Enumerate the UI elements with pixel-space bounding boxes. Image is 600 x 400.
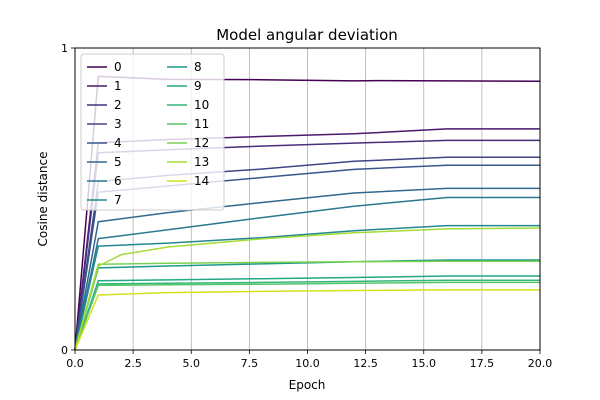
x-tick-label: 20.0	[528, 357, 553, 370]
x-tick-label: 10.0	[295, 357, 320, 370]
series-lines	[74, 75, 541, 351]
legend-label-1: 1	[114, 79, 122, 93]
legend-label-13: 13	[194, 155, 209, 169]
chart-title: Model angular deviation	[216, 26, 398, 44]
x-tick-label: 7.5	[241, 357, 259, 370]
x-tick-label: 17.5	[470, 357, 495, 370]
y-axis-label: Cosine distance	[36, 152, 50, 247]
legend-label-2: 2	[114, 98, 122, 112]
legend-label-14: 14	[194, 174, 209, 188]
legend-label-4: 4	[114, 136, 122, 150]
axis-ticks: 0.0 2.5 5.0 7.5 10.0 12.5 15.0 17.5 20.0 0 1	[61, 42, 552, 370]
series-line-5	[74, 187, 540, 351]
legend-label-11: 11	[194, 117, 209, 131]
x-tick-label: 0.0	[66, 357, 84, 370]
legend-label-10: 10	[194, 98, 209, 112]
legend-label-0: 0	[114, 60, 122, 74]
series-line-12	[74, 260, 540, 351]
x-tick-label: 12.5	[353, 357, 378, 370]
legend-label-12: 12	[194, 136, 209, 150]
series-line-11	[74, 281, 540, 351]
legend-label-8: 8	[194, 60, 202, 74]
legend-label-6: 6	[114, 174, 122, 188]
series-line-6	[74, 196, 540, 351]
x-tick-label: 2.5	[124, 357, 142, 370]
y-tick-label: 0	[61, 344, 68, 357]
series-line-14	[74, 289, 540, 351]
legend-label-5: 5	[114, 155, 122, 169]
legend-label-7: 7	[114, 193, 122, 207]
x-tick-label: 15.0	[412, 357, 437, 370]
x-tick-label: 5.0	[183, 357, 201, 370]
legend-label-9: 9	[194, 79, 202, 93]
x-axis-label: Epoch	[289, 378, 326, 392]
series-line-7	[74, 224, 540, 351]
series-line-10	[74, 279, 540, 351]
series-line-9	[74, 275, 540, 351]
legend-box	[80, 53, 225, 211]
y-tick-label: 1	[61, 42, 68, 55]
legend-label-3: 3	[114, 117, 122, 131]
series-line-13	[74, 227, 541, 351]
